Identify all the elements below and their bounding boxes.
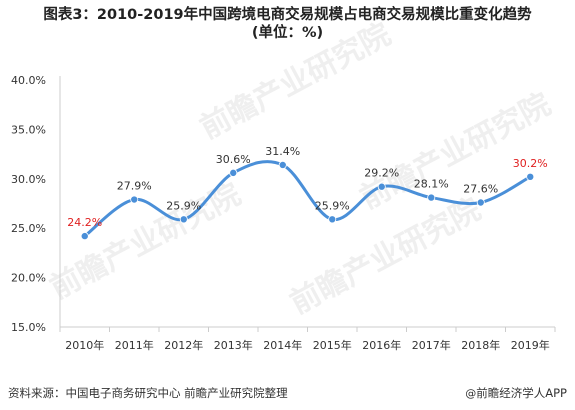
data-point bbox=[377, 182, 386, 191]
data-label: 31.4% bbox=[265, 145, 300, 158]
y-tick-label: 15.0% bbox=[11, 321, 46, 334]
x-tick-label: 2011年 bbox=[115, 338, 154, 352]
chart-title-line1: 图表3：2010-2019年中国跨境电商交易规模占电商交易规模比重变化趋势 bbox=[43, 7, 532, 23]
publisher-credit-label: 前瞻经济学人APP bbox=[476, 386, 567, 400]
data-point bbox=[278, 160, 287, 169]
watermark-text: 前瞻产业研究院 bbox=[195, 17, 397, 146]
chart-plot: 24.2% 27.9% 25.9% 30.6% 31.4% 25.9% 29.2% 28.1%… bbox=[67, 145, 548, 241]
data-label: 30.6% bbox=[216, 153, 251, 166]
x-tick-label: 2010年 bbox=[65, 338, 104, 352]
data-point bbox=[328, 215, 337, 224]
data-point bbox=[80, 232, 89, 241]
x-tick-label: 2016年 bbox=[362, 338, 401, 352]
data-label: 25.9% bbox=[166, 199, 201, 212]
data-point bbox=[476, 198, 485, 207]
data-point bbox=[427, 193, 436, 202]
y-tick-label: 25.0% bbox=[11, 222, 46, 235]
y-tick-label: 20.0% bbox=[11, 272, 46, 285]
publisher-credit: @前瞻经济学人APP bbox=[465, 385, 567, 401]
x-tick-label: 2014年 bbox=[263, 338, 302, 352]
chart-axes: 15.0% 20.0% 25.0% 30.0% 35.0% 40.0% 2010年 2011年… bbox=[11, 74, 556, 352]
chart-title-unit: (单位：%) bbox=[251, 25, 324, 41]
data-label: 27.6% bbox=[463, 183, 498, 196]
y-tick-label: 30.0% bbox=[11, 173, 46, 186]
data-point bbox=[229, 168, 238, 177]
data-label: 24.2% bbox=[67, 216, 102, 229]
data-label: 28.1% bbox=[414, 178, 449, 191]
x-tick-label: 2013年 bbox=[214, 338, 253, 352]
watermark-text: 前瞻产业研究院 bbox=[45, 177, 247, 306]
data-label: 29.2% bbox=[364, 167, 399, 180]
data-label: 27.9% bbox=[117, 180, 152, 193]
y-tick-label: 40.0% bbox=[11, 74, 46, 87]
x-tick-label: 2012年 bbox=[164, 338, 203, 352]
watermark-text: 前瞻产业研究院 bbox=[355, 87, 557, 216]
data-point bbox=[179, 215, 188, 224]
y-tick-label: 35.0% bbox=[11, 123, 46, 136]
x-tick-label: 2018年 bbox=[461, 338, 500, 352]
data-label: 30.2% bbox=[513, 157, 548, 170]
series-line bbox=[83, 160, 532, 238]
at-sign-icon: @ bbox=[465, 387, 477, 400]
chart-footer: 资料来源：中国电子商务研究中心 前瞻产业研究院整理 @前瞻经济学人APP bbox=[0, 385, 575, 407]
data-label: 25.9% bbox=[315, 199, 350, 212]
source-note: 资料来源：中国电子商务研究中心 前瞻产业研究院整理 bbox=[8, 386, 288, 400]
x-tick-label: 2017年 bbox=[412, 338, 451, 352]
x-tick-label: 2015年 bbox=[313, 338, 352, 352]
data-point bbox=[526, 172, 535, 181]
chart-title: 图表3：2010-2019年中国跨境电商交易规模占电商交易规模比重变化趋势 (单… bbox=[0, 6, 575, 42]
data-point bbox=[130, 195, 139, 204]
x-tick-label: 2019年 bbox=[511, 338, 550, 352]
